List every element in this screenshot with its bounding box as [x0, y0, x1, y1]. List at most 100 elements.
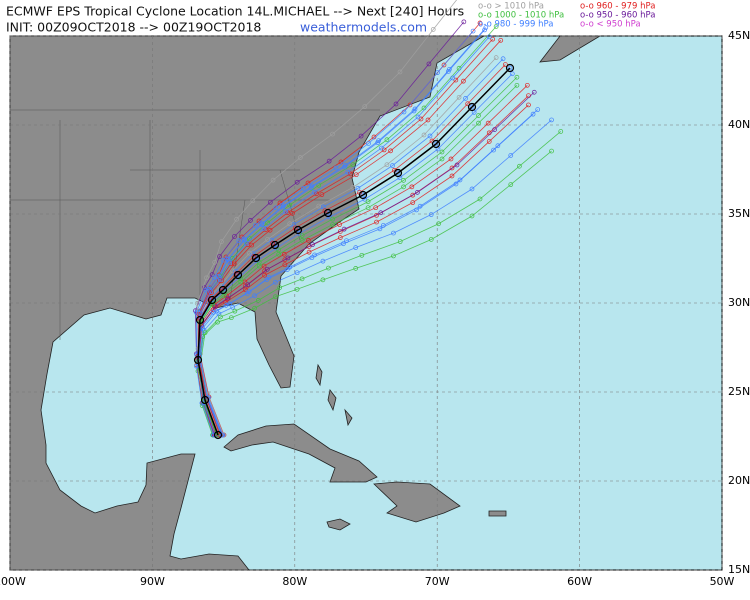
mean-point: [323, 208, 333, 218]
member-point: [530, 111, 536, 117]
y-tick-label: 45N: [728, 29, 750, 42]
member-point: [273, 294, 278, 300]
member-point: [270, 177, 276, 183]
member-point: [482, 27, 487, 33]
member-point: [321, 204, 326, 210]
member-point: [469, 186, 475, 192]
member-point: [267, 227, 273, 233]
member-point: [299, 276, 305, 282]
jamaica: [326, 518, 351, 531]
member-point: [428, 237, 434, 242]
member-point: [245, 282, 251, 288]
member-point: [341, 226, 347, 232]
mean-point: [467, 102, 477, 112]
member-point: [299, 233, 305, 238]
member-point: [228, 315, 234, 321]
member-point: [310, 242, 315, 247]
member-point: [365, 199, 371, 205]
member-point: [319, 192, 325, 197]
member-point: [469, 104, 475, 110]
mean-point: [293, 225, 303, 235]
member-point: [526, 102, 531, 108]
member-point: [297, 155, 303, 160]
member-point: [306, 244, 312, 249]
member-point: [219, 239, 224, 245]
bahamas: [327, 389, 337, 412]
mean-point: [270, 240, 280, 250]
member-point: [353, 266, 359, 271]
member-point: [514, 82, 520, 88]
member-point: [320, 258, 326, 264]
member-point: [204, 275, 209, 281]
member-point: [436, 221, 441, 227]
legend-entry: o-o < 950 hPa: [580, 20, 641, 30]
member-point: [486, 34, 492, 40]
member-point: [287, 264, 293, 270]
y-tick-label: 30N: [728, 296, 750, 309]
member-point: [353, 245, 359, 250]
member-point: [391, 253, 396, 259]
member-point: [407, 102, 413, 108]
member-point: [337, 235, 343, 240]
mean-point: [213, 430, 223, 440]
member-point: [285, 255, 291, 261]
member-track: [198, 109, 538, 436]
member-point: [227, 301, 232, 307]
member-point: [508, 153, 514, 158]
member-point: [280, 204, 286, 210]
member-point: [264, 266, 270, 272]
member-point: [397, 239, 403, 244]
member-point: [203, 287, 209, 293]
member-point: [243, 241, 249, 246]
member-point: [445, 69, 451, 74]
member-point: [197, 311, 203, 317]
member-point: [477, 20, 483, 26]
member-point: [477, 196, 483, 202]
member-point: [524, 82, 530, 88]
member-track: [196, 0, 458, 436]
y-tick-label: 40N: [728, 118, 750, 131]
member-point: [498, 37, 504, 43]
member-point: [485, 120, 491, 126]
x-tick-label: 100W: [0, 575, 26, 588]
member-point: [200, 325, 206, 331]
member-point: [248, 218, 253, 223]
member-point: [453, 77, 459, 83]
member-point: [212, 259, 218, 265]
member-point: [374, 219, 379, 225]
member-point: [287, 221, 293, 227]
member-point: [483, 25, 489, 30]
member-point: [197, 353, 202, 359]
puerto-rico: [488, 510, 507, 517]
member-point: [353, 172, 359, 178]
bahamas: [344, 408, 353, 427]
member-point: [342, 164, 347, 170]
member-point: [252, 222, 258, 228]
member-point: [314, 191, 319, 197]
member-point: [290, 211, 295, 216]
member-point: [517, 163, 522, 169]
member-point: [439, 149, 445, 155]
member-point: [320, 277, 326, 283]
member-point: [273, 279, 278, 285]
mean-point: [207, 295, 217, 305]
title: ECMWF EPS Tropical Cyclone Location 14L.…: [6, 4, 464, 19]
member-point: [246, 289, 252, 294]
member-point: [430, 27, 436, 32]
member-track: [194, 21, 465, 436]
member-point: [457, 177, 463, 183]
mean-point: [251, 253, 261, 263]
member-point: [308, 185, 314, 190]
member-point: [333, 165, 339, 171]
cuba: [223, 423, 378, 483]
member-point: [508, 182, 514, 187]
init-line: INIT: 00Z09OCT2018 --> 00Z19OCT2018: [6, 20, 261, 35]
mean-point: [505, 63, 515, 73]
member-point: [350, 185, 356, 190]
member-point: [375, 140, 381, 145]
member-point: [326, 158, 332, 164]
member-point: [345, 169, 351, 175]
member-point: [238, 279, 244, 285]
